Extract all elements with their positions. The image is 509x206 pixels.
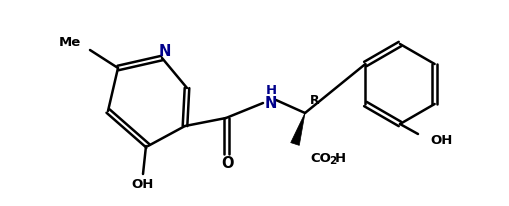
Text: OH: OH bbox=[430, 133, 453, 146]
Text: N: N bbox=[159, 43, 171, 58]
Text: OH: OH bbox=[132, 178, 154, 191]
Text: R: R bbox=[310, 93, 320, 106]
Text: H: H bbox=[265, 84, 276, 97]
Text: CO: CO bbox=[310, 151, 331, 164]
Text: H: H bbox=[335, 151, 346, 164]
Text: Me: Me bbox=[59, 36, 81, 49]
Text: O: O bbox=[221, 156, 233, 171]
Polygon shape bbox=[291, 114, 305, 146]
Text: N: N bbox=[265, 95, 277, 110]
Text: 2: 2 bbox=[329, 155, 336, 165]
